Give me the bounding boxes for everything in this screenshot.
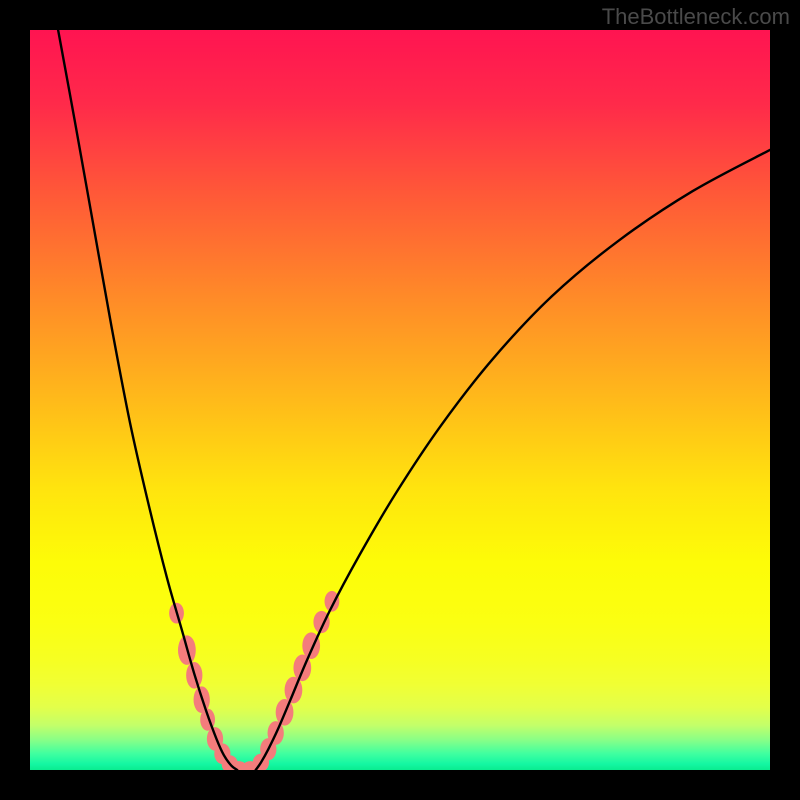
- beads-cluster: [169, 591, 339, 770]
- chart-frame: TheBottleneck.com: [0, 0, 800, 800]
- plot-area: [30, 30, 770, 770]
- curve-left: [58, 30, 237, 770]
- watermark-text: TheBottleneck.com: [602, 4, 790, 30]
- curve-right: [256, 150, 770, 770]
- curve-layer: [30, 30, 770, 770]
